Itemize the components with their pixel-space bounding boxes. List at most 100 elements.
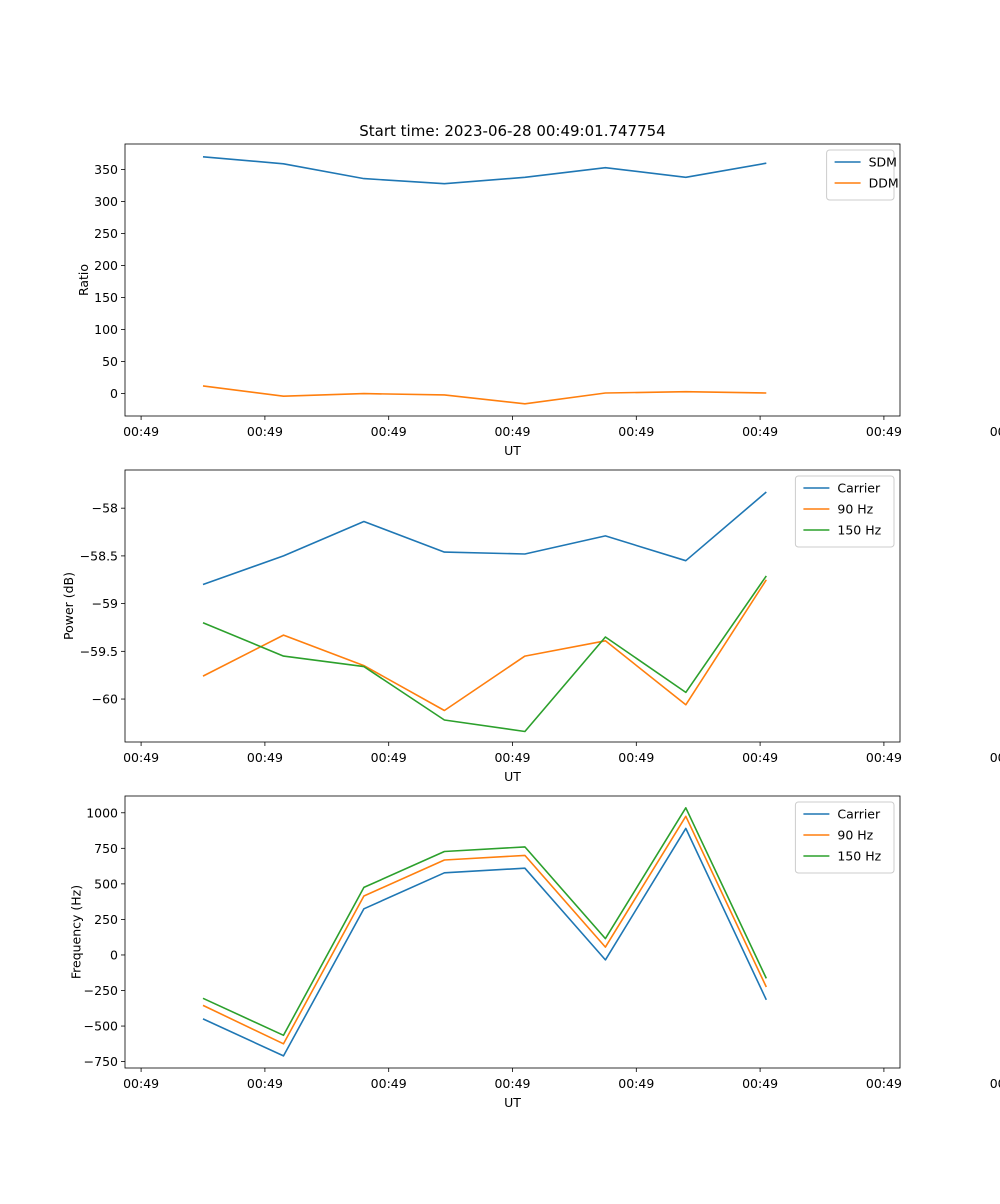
- data-point-150-hz: [604, 937, 606, 939]
- x-tick-label: 00:49: [618, 1076, 654, 1091]
- x-tick-label: 00:49: [247, 424, 283, 439]
- data-point-ddm: [765, 392, 767, 394]
- y-tick-label: 50: [102, 354, 118, 369]
- data-point-carrier: [443, 872, 445, 874]
- y-tick-label: 200: [94, 258, 118, 273]
- legend-label-carrier: Carrier: [837, 807, 881, 822]
- data-point-150-hz: [363, 886, 365, 888]
- series-line-150-hz: [202, 806, 768, 1037]
- x-tick-label: 00:49: [742, 1076, 778, 1091]
- x-axis-label: UT: [504, 769, 521, 784]
- data-point-90-hz: [524, 655, 526, 657]
- data-point-90-hz: [282, 634, 284, 636]
- x-tick-label: 00:49: [123, 1076, 159, 1091]
- series-line-90-hz: [202, 815, 768, 1045]
- data-point-90-hz: [443, 859, 445, 861]
- data-point-90-hz: [604, 946, 606, 948]
- data-point-carrier: [524, 867, 526, 869]
- legend: Carrier 90 Hz 150 Hz: [794, 801, 895, 874]
- legend-label-150-hz: 150 Hz: [837, 849, 881, 864]
- data-point-carrier: [604, 535, 606, 537]
- x-tick-label: 00:49: [494, 424, 530, 439]
- data-point-sdm: [443, 182, 445, 184]
- legend-label-sdm: SDM: [869, 155, 897, 170]
- data-point-90-hz: [202, 675, 204, 677]
- x-tick-label: 00:50: [990, 424, 1000, 439]
- data-point-90-hz: [524, 854, 526, 856]
- data-point-carrier: [685, 559, 687, 561]
- y-tick-label: 300: [94, 194, 118, 209]
- data-point-sdm: [604, 166, 606, 168]
- data-point-carrier: [604, 959, 606, 961]
- legend: SDM DDM: [826, 149, 899, 201]
- ratio-plot-area: [124, 143, 901, 417]
- data-point-carrier: [443, 551, 445, 553]
- data-point-sdm: [524, 176, 526, 178]
- data-point-90-hz: [282, 1043, 284, 1045]
- data-point-90-hz: [443, 709, 445, 711]
- x-tick-label: 00:50: [990, 1076, 1000, 1091]
- legend-label-ddm: DDM: [869, 176, 899, 191]
- x-tick-label: 00:49: [618, 424, 654, 439]
- data-point-90-hz: [685, 704, 687, 706]
- x-tick-label: 00:49: [866, 1076, 902, 1091]
- data-point-ddm: [202, 385, 204, 387]
- x-tick-label: 00:49: [494, 1076, 530, 1091]
- legend-label-carrier: Carrier: [837, 481, 881, 496]
- data-point-90-hz: [685, 815, 687, 817]
- data-point-150-hz: [524, 730, 526, 732]
- data-point-150-hz: [202, 622, 204, 624]
- data-point-ddm: [685, 390, 687, 392]
- x-tick-label: 00:49: [123, 424, 159, 439]
- y-tick-label: 100: [94, 322, 118, 337]
- y-tick-label: 0: [110, 947, 118, 962]
- data-point-150-hz: [282, 655, 284, 657]
- data-point-150-hz: [765, 575, 767, 577]
- data-point-90-hz: [363, 895, 365, 897]
- series-line-150-hz: [202, 575, 767, 733]
- data-point-90-hz: [765, 986, 767, 988]
- y-tick-label: 150: [94, 290, 118, 305]
- data-point-carrier: [685, 827, 687, 829]
- y-axis-label: Power (dB): [61, 572, 76, 640]
- x-tick-label: 00:49: [247, 750, 283, 765]
- series-line-carrier: [202, 491, 767, 586]
- data-point-90-hz: [765, 579, 767, 581]
- x-axis-label: UT: [504, 1095, 521, 1110]
- frequency-panel: 00:49 00:49 00:49 00:49 00:49 00:49 00:49 00:50…: [69, 795, 1000, 1110]
- legend: Carrier 90 Hz 150 Hz: [794, 475, 895, 548]
- x-tick-label: 00:49: [742, 424, 778, 439]
- power-panel: 00:49 00:49 00:49 00:49 00:49 00:49 00:49 00:50…: [61, 469, 1000, 784]
- data-point-carrier: [363, 908, 365, 910]
- x-tick-label: 00:50: [990, 750, 1000, 765]
- data-point-90-hz: [202, 1004, 204, 1006]
- x-tick-label: 00:49: [866, 424, 902, 439]
- ratio-panel: 00:49 00:49 00:49 00:49 00:49 00:49 00:49 00:50…: [76, 143, 1000, 458]
- x-tick-label: 00:49: [371, 424, 407, 439]
- data-point-carrier: [282, 555, 284, 557]
- data-point-ddm: [524, 403, 526, 405]
- data-point-ddm: [282, 395, 284, 397]
- y-tick-label: 750: [94, 841, 118, 856]
- data-point-carrier: [765, 999, 767, 1001]
- data-point-150-hz: [685, 691, 687, 693]
- x-axis-label: UT: [504, 443, 521, 458]
- y-tick-label: 250: [94, 912, 118, 927]
- data-point-sdm: [363, 177, 365, 179]
- y-tick-label: −60: [92, 692, 118, 707]
- y-tick-label: 1000: [86, 805, 118, 820]
- series-line-sdm: [202, 156, 767, 185]
- y-tick-label: 0: [110, 386, 118, 401]
- data-point-150-hz: [443, 850, 445, 852]
- data-point-150-hz: [524, 846, 526, 848]
- y-tick-label: 350: [94, 162, 118, 177]
- data-point-150-hz: [443, 719, 445, 721]
- x-tick-label: 00:49: [866, 750, 902, 765]
- data-point-carrier: [282, 1055, 284, 1057]
- legend-label-90-hz: 90 Hz: [837, 502, 873, 517]
- x-tick-label: 00:49: [618, 750, 654, 765]
- chart-title: Start time: 2023-06-28 00:49:01.747754: [359, 122, 665, 140]
- data-point-90-hz: [604, 640, 606, 642]
- data-point-ddm: [363, 392, 365, 394]
